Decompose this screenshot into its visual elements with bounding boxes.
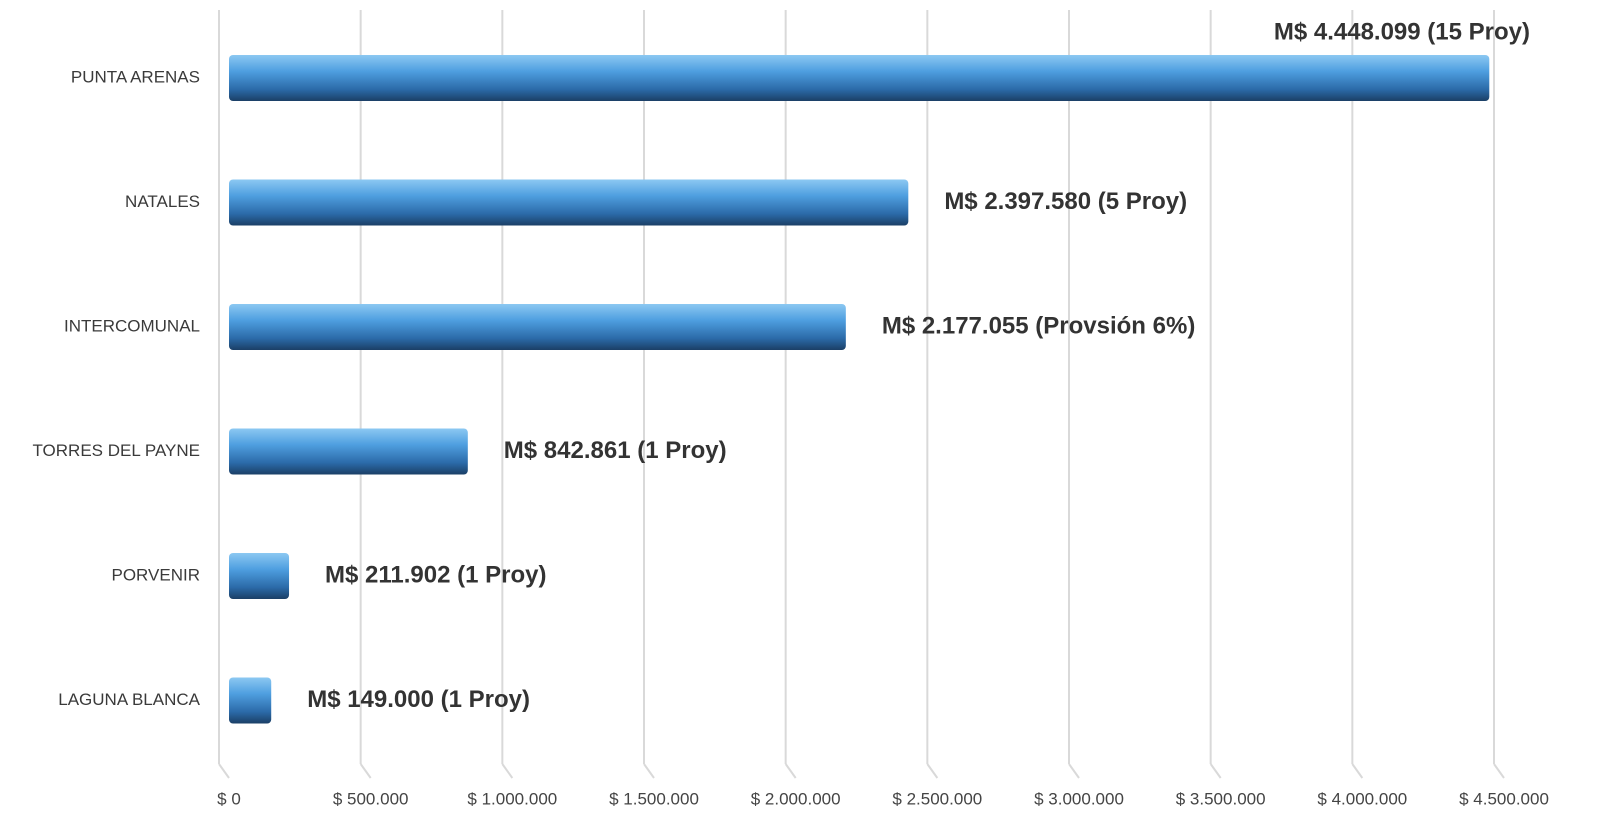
value-label: M$ 4.448.099 (15 Proy) bbox=[1274, 18, 1530, 45]
grid-line-depth bbox=[784, 763, 797, 779]
x-tick-label: $ 0 bbox=[217, 789, 241, 808]
bar bbox=[229, 428, 468, 475]
bar bbox=[229, 677, 272, 724]
grid-line-depth bbox=[1493, 763, 1505, 779]
value-label: M$ 842.861 (1 Proy) bbox=[504, 437, 727, 464]
bar bbox=[229, 553, 290, 599]
category-label: PUNTA ARENAS bbox=[71, 67, 200, 86]
x-tick-label: $ 4.500.000 bbox=[1459, 789, 1549, 808]
grid-line-depth bbox=[218, 763, 230, 779]
bar bbox=[229, 179, 909, 226]
category-label: PORVENIR bbox=[112, 565, 201, 584]
x-tick-label: $ 1.500.000 bbox=[609, 789, 699, 808]
category-label: LAGUNA BLANCA bbox=[58, 690, 200, 709]
value-label: M$ 149.000 (1 Proy) bbox=[307, 686, 530, 713]
x-tick-label: $ 1.000.000 bbox=[467, 789, 557, 808]
grid-line-depth bbox=[1351, 763, 1364, 779]
x-tick-label: $ 3.000.000 bbox=[1034, 789, 1124, 808]
bar bbox=[229, 55, 1490, 101]
x-tick-label: $ 4.000.000 bbox=[1317, 789, 1407, 808]
category-label: TORRES DEL PAYNE bbox=[32, 441, 200, 460]
x-tick-label: $ 3.500.000 bbox=[1176, 789, 1266, 808]
category-label: INTERCOMUNAL bbox=[64, 316, 200, 335]
x-tick-label: $ 2.500.000 bbox=[892, 789, 982, 808]
grid-line-depth bbox=[1209, 763, 1222, 779]
x-tick-label: $ 2.000.000 bbox=[751, 789, 841, 808]
category-label: NATALES bbox=[125, 192, 200, 211]
grid-line-depth bbox=[1068, 763, 1080, 779]
value-label: M$ 211.902 (1 Proy) bbox=[325, 561, 546, 588]
bar bbox=[229, 304, 846, 350]
grid-line-depth bbox=[926, 763, 939, 779]
grid-line-depth bbox=[643, 763, 655, 779]
grid-line-depth bbox=[501, 763, 514, 779]
value-label: M$ 2.177.055 (Provsión 6%) bbox=[882, 312, 1195, 339]
value-label: M$ 2.397.580 (5 Proy) bbox=[944, 188, 1187, 215]
x-tick-label: $ 500.000 bbox=[333, 789, 409, 808]
grid-line-depth bbox=[359, 763, 372, 779]
